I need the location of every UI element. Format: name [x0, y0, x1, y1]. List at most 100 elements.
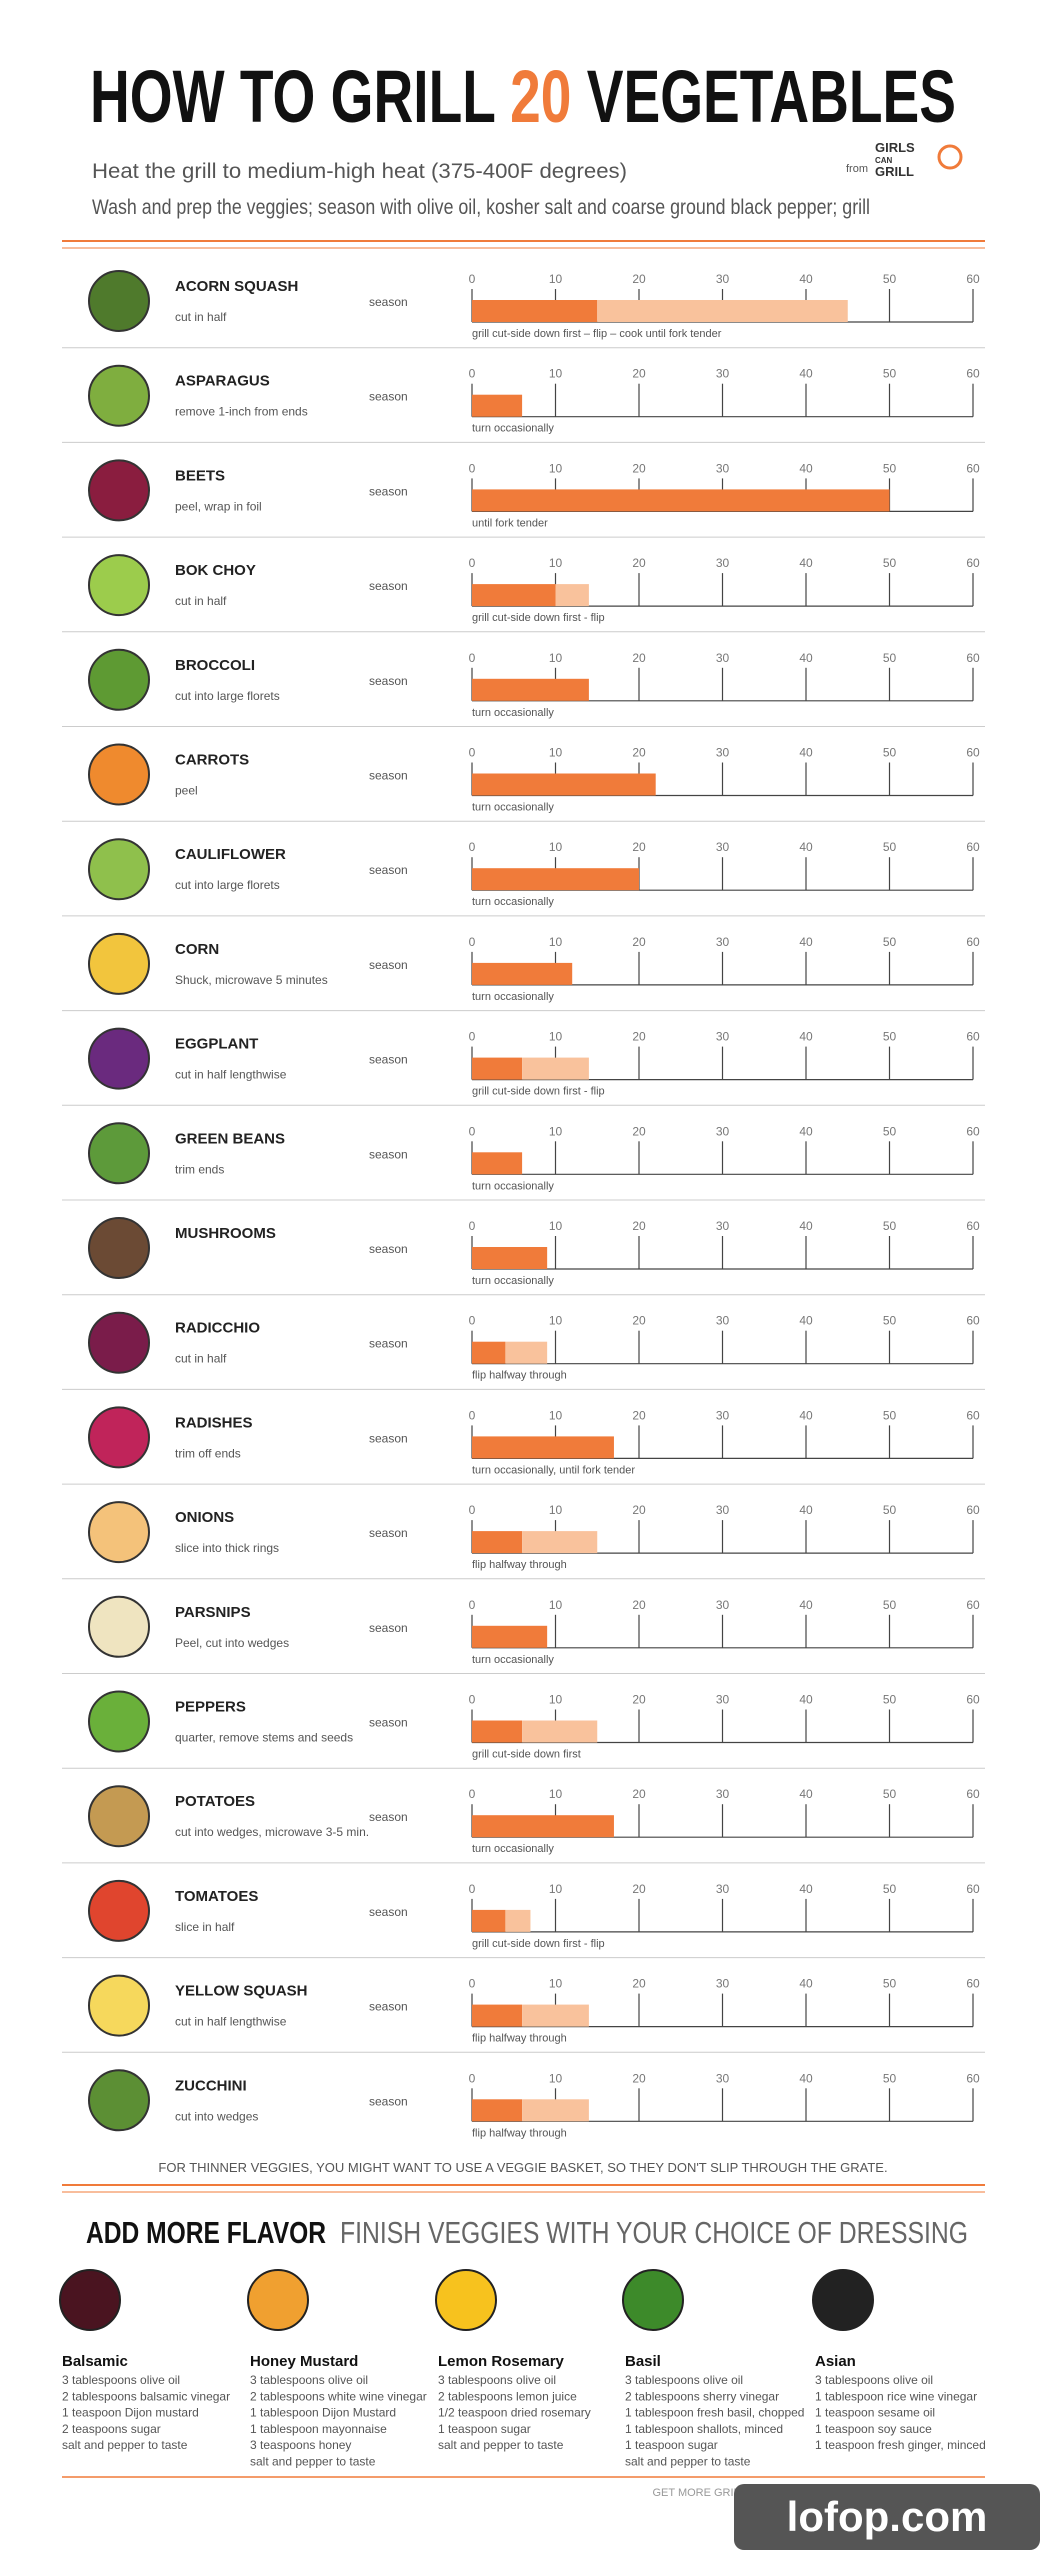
bar-segment: [522, 1531, 598, 1554]
x-tick-label: 30: [716, 651, 730, 665]
logo-text: GRILL: [875, 164, 914, 179]
season: season: [369, 295, 408, 309]
bar-segment: [472, 584, 556, 607]
flavor-subtitle: FINISH VEGGIES WITH YOUR CHOICE OF DRESS…: [340, 2215, 968, 2250]
x-tick-label: 50: [883, 461, 897, 475]
x-tick-label: 20: [632, 1598, 646, 1612]
x-tick-label: 0: [469, 556, 476, 570]
x-tick-label: 50: [883, 1503, 897, 1517]
x-tick-label: 0: [469, 1030, 476, 1044]
title: HOW TO GRILL 20 VEGETABLES: [90, 55, 956, 138]
x-tick-label: 60: [966, 1977, 980, 1991]
x-tick-label: 60: [966, 1693, 980, 1707]
x-tick-label: 50: [883, 935, 897, 949]
x-tick-label: 0: [469, 1124, 476, 1138]
x-tick-label: 40: [799, 1503, 813, 1517]
season: season: [369, 769, 408, 783]
bar-segment: [472, 1341, 506, 1364]
veggie-name: CORN: [175, 941, 219, 958]
x-tick-label: 60: [966, 461, 980, 475]
x-tick-label: 30: [716, 1503, 730, 1517]
veggie-name: GREEN BEANS: [175, 1130, 285, 1147]
grill-note: flip halfway through: [472, 2033, 567, 2045]
x-tick-label: 10: [549, 935, 563, 949]
x-tick-label: 0: [469, 1882, 476, 1896]
season: season: [369, 1621, 408, 1635]
logo-text: CAN: [875, 156, 893, 165]
dressing-name: Lemon Rosemary: [438, 2353, 565, 2370]
x-tick-label: 0: [469, 1598, 476, 1612]
grill-note: turn occasionally: [472, 991, 554, 1003]
x-tick-label: 30: [716, 2071, 730, 2085]
veggie-icon: [88, 1595, 150, 1658]
title-part: HOW TO GRILL: [90, 55, 510, 138]
season: season: [369, 1337, 408, 1351]
veggie-name: CARROTS: [175, 752, 249, 769]
x-tick-label: 0: [469, 651, 476, 665]
veggie-icon: [88, 364, 150, 427]
x-tick-label: 60: [966, 1598, 980, 1612]
veggie-name: TOMATOES: [175, 1888, 258, 1905]
veggie-prep: remove 1-inch from ends: [175, 405, 308, 419]
veggie-prep: cut in half lengthwise: [175, 2015, 287, 2029]
dressing-line: 1 teaspoon sugar: [438, 2422, 531, 2436]
veggie-icon: [88, 932, 150, 995]
season: season: [369, 1147, 408, 1161]
x-tick-label: 40: [799, 935, 813, 949]
x-tick-label: 60: [966, 272, 980, 286]
bar-segment: [472, 1531, 523, 1554]
grill-note: turn occasionally: [472, 423, 554, 435]
veggie-icon: [88, 1311, 150, 1374]
bar-segment: [472, 394, 523, 417]
dressing-name: Balsamic: [62, 2353, 128, 2370]
grill-note: turn occasionally: [472, 1180, 554, 1192]
flavor-title: ADD MORE FLAVOR: [86, 2215, 326, 2250]
x-tick-label: 60: [966, 1503, 980, 1517]
grill-note: turn occasionally, until fork tender: [472, 1464, 635, 1476]
grill-note: turn occasionally: [472, 1275, 554, 1287]
bar-segment: [597, 300, 848, 322]
x-tick-label: 40: [799, 1882, 813, 1896]
x-tick-label: 20: [632, 1408, 646, 1422]
dressing-line: 2 teaspoons sugar: [62, 2422, 161, 2436]
x-tick-label: 50: [883, 840, 897, 854]
x-tick-label: 10: [549, 272, 563, 286]
grill-note: grill cut-side down first: [472, 1749, 581, 1761]
bar-segment: [472, 1247, 548, 1269]
dressing-line: 3 tablespoons olive oil: [62, 2373, 180, 2387]
veggie-prep: peel: [175, 784, 198, 798]
x-tick-label: 10: [549, 1787, 563, 1801]
grill-note: grill cut-side down first - flip: [472, 1086, 605, 1098]
x-tick-label: 0: [469, 840, 476, 854]
veggie-name: ZUCCHINI: [175, 2077, 247, 2094]
veggie-name: ACORN SQUASH: [175, 278, 298, 295]
x-tick-label: 10: [549, 556, 563, 570]
x-tick-label: 10: [549, 1219, 563, 1233]
x-tick-label: 10: [549, 1598, 563, 1612]
logo-text: GIRLS: [875, 140, 915, 155]
x-tick-label: 60: [966, 1030, 980, 1044]
x-tick-label: 50: [883, 1598, 897, 1612]
bar-segment: [472, 962, 573, 985]
x-tick-label: 50: [883, 1977, 897, 1991]
bar-segment: [472, 678, 589, 701]
x-tick-label: 60: [966, 935, 980, 949]
veggie-prep: slice into thick rings: [175, 1541, 279, 1555]
dressing-line: 1 teaspoon soy sauce: [815, 2422, 932, 2436]
x-tick-label: 10: [549, 1124, 563, 1138]
x-tick-label: 30: [716, 1124, 730, 1138]
x-tick-label: 40: [799, 1598, 813, 1612]
x-tick-label: 30: [716, 1882, 730, 1896]
dressing-line: 2 tablespoons sherry vinegar: [625, 2389, 779, 2403]
season: season: [369, 390, 408, 404]
grill-note: until fork tender: [472, 517, 548, 529]
dressing-line: 2 tablespoons white wine vinegar: [250, 2389, 427, 2403]
x-tick-label: 40: [799, 2071, 813, 2085]
dressing-line: 1 teaspoon fresh ginger, minced: [815, 2438, 986, 2452]
season: season: [369, 863, 408, 877]
veggie-prep: Peel, cut into wedges: [175, 1636, 289, 1650]
dressing-line: 3 tablespoons olive oil: [250, 2373, 368, 2387]
dressing-line: 1 tablespoon mayonnaise: [250, 2422, 387, 2436]
x-tick-label: 20: [632, 1693, 646, 1707]
veggie-icon: [88, 648, 150, 711]
